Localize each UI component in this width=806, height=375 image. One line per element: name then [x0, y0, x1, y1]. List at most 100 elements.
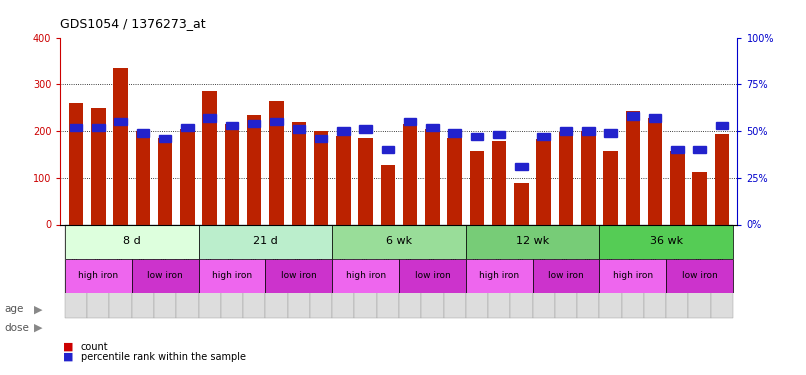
Text: high iron: high iron — [346, 271, 385, 280]
Bar — [135, 131, 150, 225]
Bar — [604, 151, 617, 225]
Bar — [110, 225, 131, 318]
Bar — [577, 225, 600, 318]
Text: ▶: ▶ — [34, 323, 43, 333]
Bar — [243, 225, 265, 318]
Bar — [314, 131, 328, 225]
Bar — [65, 258, 131, 292]
Bar — [425, 129, 439, 225]
Text: high iron: high iron — [78, 271, 118, 280]
Text: 12 wk: 12 wk — [516, 237, 549, 246]
Bar — [381, 146, 394, 153]
Text: 36 wk: 36 wk — [650, 237, 683, 246]
Bar — [667, 225, 688, 318]
Bar — [380, 165, 395, 225]
Text: count: count — [81, 342, 108, 352]
Bar — [600, 258, 667, 292]
Bar — [538, 133, 550, 140]
Bar — [310, 225, 332, 318]
Bar — [692, 172, 707, 225]
Text: ■: ■ — [63, 342, 73, 352]
Bar — [492, 141, 506, 225]
Bar — [270, 118, 283, 125]
Bar — [136, 129, 149, 136]
Bar — [399, 225, 422, 318]
Bar — [555, 225, 577, 318]
Bar — [533, 258, 600, 292]
Bar — [226, 122, 239, 129]
Bar — [533, 225, 555, 318]
Bar — [403, 124, 418, 225]
Bar — [114, 118, 127, 125]
Bar — [131, 258, 198, 292]
Bar — [265, 225, 288, 318]
Bar — [337, 127, 350, 135]
Bar — [404, 118, 417, 125]
Bar — [91, 108, 106, 225]
Bar — [559, 132, 573, 225]
Bar — [604, 129, 617, 136]
Bar — [154, 225, 177, 318]
Bar — [671, 146, 683, 153]
Text: high iron: high iron — [212, 271, 252, 280]
Bar — [247, 115, 261, 225]
Text: GDS1054 / 1376273_at: GDS1054 / 1376273_at — [60, 17, 206, 30]
Bar — [581, 131, 596, 225]
Bar — [158, 138, 172, 225]
Bar — [198, 225, 332, 258]
Bar — [332, 225, 355, 318]
Bar — [92, 123, 105, 131]
Bar — [288, 225, 310, 318]
Bar — [225, 124, 239, 225]
Bar — [649, 114, 661, 122]
Bar — [600, 225, 733, 258]
Bar — [359, 125, 372, 133]
Bar — [65, 225, 87, 318]
Bar — [715, 134, 729, 225]
Text: ▶: ▶ — [34, 304, 43, 314]
Text: low iron: low iron — [682, 271, 717, 280]
Bar — [114, 68, 128, 225]
Bar — [447, 138, 462, 225]
Bar — [670, 151, 684, 225]
Text: 21 d: 21 d — [253, 237, 278, 246]
Bar — [203, 114, 216, 122]
Bar — [198, 258, 265, 292]
Text: 6 wk: 6 wk — [386, 237, 412, 246]
Bar — [626, 112, 639, 120]
Text: high iron: high iron — [479, 271, 519, 280]
Bar — [87, 225, 110, 318]
Bar — [198, 225, 221, 318]
Text: ■: ■ — [63, 352, 73, 362]
Bar — [422, 225, 443, 318]
Bar — [515, 163, 528, 170]
Bar — [248, 120, 260, 127]
Bar — [510, 225, 533, 318]
Bar — [688, 225, 711, 318]
Bar — [177, 225, 198, 318]
Bar — [537, 139, 551, 225]
Text: high iron: high iron — [613, 271, 653, 280]
Bar — [471, 133, 483, 140]
Bar — [221, 225, 243, 318]
Bar — [644, 225, 667, 318]
Bar — [269, 100, 284, 225]
Bar — [493, 131, 505, 138]
Bar — [315, 135, 327, 142]
Bar — [448, 129, 461, 136]
Text: 8 d: 8 d — [123, 237, 140, 246]
Bar — [514, 183, 529, 225]
Text: dose: dose — [4, 323, 29, 333]
Bar — [292, 122, 306, 225]
Bar — [716, 122, 728, 129]
Bar — [355, 225, 376, 318]
Bar — [293, 125, 305, 133]
Bar — [332, 258, 399, 292]
Bar — [466, 258, 533, 292]
Text: low iron: low iron — [414, 271, 451, 280]
Text: age: age — [4, 304, 23, 314]
Bar — [181, 129, 194, 225]
Bar — [359, 138, 373, 225]
Bar — [376, 225, 399, 318]
Bar — [470, 151, 484, 225]
